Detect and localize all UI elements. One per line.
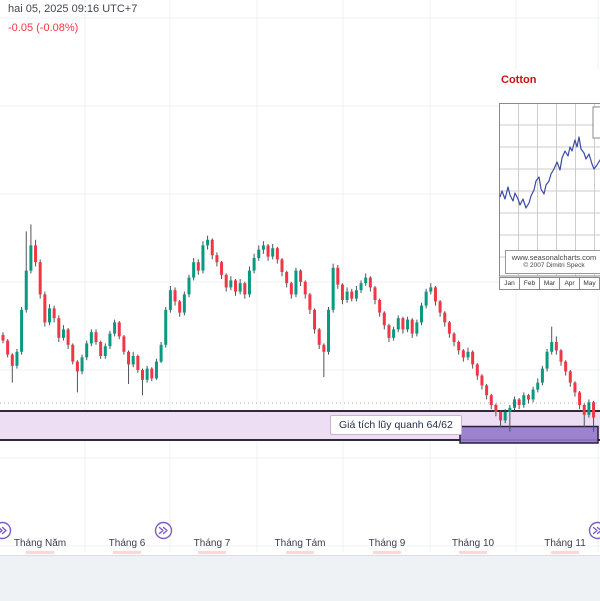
time-axis-label: Tháng 6 (109, 538, 146, 549)
footer-pane (0, 555, 600, 601)
contract-switch-icon[interactable] (588, 521, 600, 540)
session-break-dash (113, 551, 141, 554)
accumulation-zone-label[interactable]: Giá tích lũy quanh 64/62 (330, 415, 462, 435)
time-axis-label: Tháng 9 (369, 538, 406, 549)
inset-copyright-text: © 2007 Dimitri Speck (506, 262, 600, 269)
inset-source-text: www.seasonalcharts.com (506, 253, 600, 262)
session-break-dash (198, 551, 226, 554)
contract-switch-icon[interactable] (154, 521, 173, 540)
inset-legend-box (593, 107, 600, 138)
accumulation-rect[interactable] (460, 427, 598, 444)
inset-month-label: Feb (520, 277, 540, 290)
session-break-dash (459, 551, 487, 554)
inset-month-label: Mar (540, 277, 560, 290)
session-break-dash (286, 551, 314, 554)
session-break-dash (26, 551, 54, 554)
inset-credit-box: www.seasonalcharts.com © 2007 Dimitri Sp… (505, 250, 600, 274)
time-axis-label: Tháng Tám (275, 538, 326, 549)
time-axis-label: Tháng 10 (452, 538, 494, 549)
time-axis-label: Tháng Năm (14, 538, 66, 549)
inset-month-axis: JanFebMarAprMayJun (499, 277, 600, 290)
inset-title: Cotton (501, 74, 536, 86)
session-break-dash (373, 551, 401, 554)
session-break-dash (551, 551, 579, 554)
time-axis-label: Tháng 7 (194, 538, 231, 549)
price-change-label: -0.05 (-0.08%) (8, 22, 78, 34)
datetime-label: hai 05, 2025 09:16 UTC+7 (8, 3, 137, 15)
time-axis-label: Tháng 11 (544, 538, 586, 549)
contract-switch-icon[interactable] (0, 521, 12, 540)
inset-month-label: Jan (499, 277, 520, 290)
inset-seasonal-line (500, 137, 600, 208)
inset-month-label: May (580, 277, 600, 290)
inset-month-label: Apr (560, 277, 580, 290)
seasonal-chart-inset[interactable]: Cotton www.seasonalcharts.com © 2007 Dim… (498, 70, 600, 294)
